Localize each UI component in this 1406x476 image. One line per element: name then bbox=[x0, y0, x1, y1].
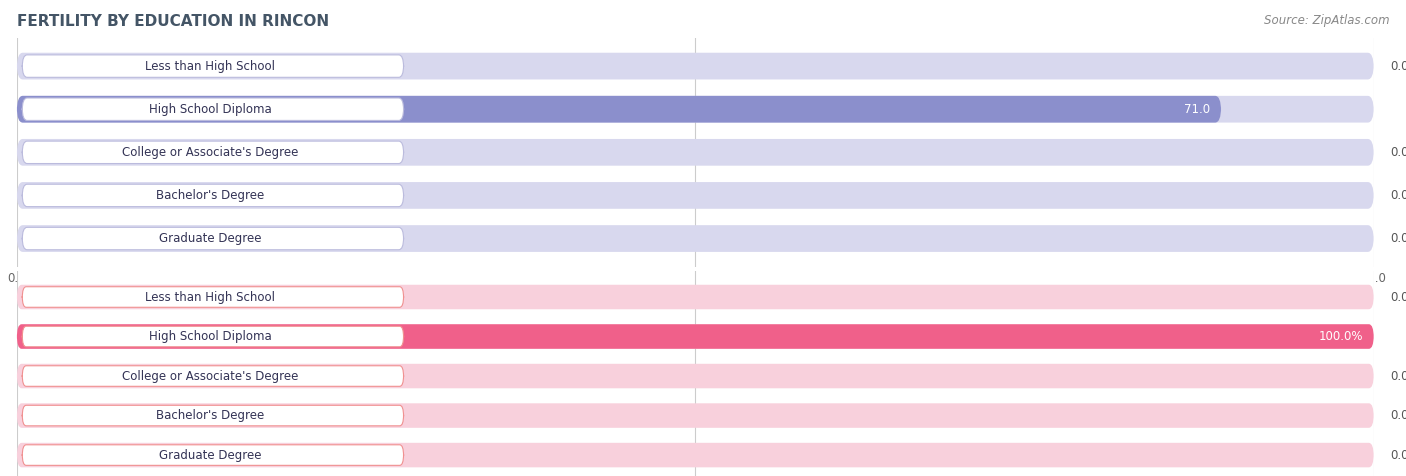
Text: 0.0%: 0.0% bbox=[1391, 448, 1406, 462]
FancyBboxPatch shape bbox=[17, 53, 1374, 79]
FancyBboxPatch shape bbox=[17, 443, 1374, 467]
Text: Less than High School: Less than High School bbox=[145, 290, 276, 304]
FancyBboxPatch shape bbox=[22, 326, 404, 347]
FancyBboxPatch shape bbox=[22, 445, 404, 466]
FancyBboxPatch shape bbox=[17, 324, 1374, 349]
Text: 71.0: 71.0 bbox=[1184, 103, 1211, 116]
Text: 0.0%: 0.0% bbox=[1391, 290, 1406, 304]
Text: Bachelor's Degree: Bachelor's Degree bbox=[156, 409, 264, 422]
FancyBboxPatch shape bbox=[17, 139, 1374, 166]
Text: 0.0%: 0.0% bbox=[1391, 409, 1406, 422]
Text: Graduate Degree: Graduate Degree bbox=[159, 448, 262, 462]
FancyBboxPatch shape bbox=[17, 364, 1374, 388]
Text: 0.0: 0.0 bbox=[1391, 60, 1406, 73]
Text: Source: ZipAtlas.com: Source: ZipAtlas.com bbox=[1264, 14, 1389, 27]
FancyBboxPatch shape bbox=[22, 366, 404, 387]
FancyBboxPatch shape bbox=[22, 141, 404, 164]
Text: Less than High School: Less than High School bbox=[145, 60, 276, 73]
Text: Bachelor's Degree: Bachelor's Degree bbox=[156, 189, 264, 202]
FancyBboxPatch shape bbox=[17, 403, 1374, 428]
FancyBboxPatch shape bbox=[22, 287, 404, 307]
Text: Graduate Degree: Graduate Degree bbox=[159, 232, 262, 245]
Text: 0.0: 0.0 bbox=[1391, 146, 1406, 159]
Text: College or Associate's Degree: College or Associate's Degree bbox=[122, 146, 298, 159]
Text: FERTILITY BY EDUCATION IN RINCON: FERTILITY BY EDUCATION IN RINCON bbox=[17, 14, 329, 30]
FancyBboxPatch shape bbox=[17, 285, 1374, 309]
FancyBboxPatch shape bbox=[22, 98, 404, 120]
FancyBboxPatch shape bbox=[17, 225, 1374, 252]
FancyBboxPatch shape bbox=[22, 184, 404, 207]
FancyBboxPatch shape bbox=[17, 96, 1374, 123]
FancyBboxPatch shape bbox=[22, 228, 404, 250]
FancyBboxPatch shape bbox=[22, 55, 404, 77]
Text: 0.0: 0.0 bbox=[1391, 189, 1406, 202]
FancyBboxPatch shape bbox=[17, 324, 1374, 349]
Text: 100.0%: 100.0% bbox=[1319, 330, 1362, 343]
FancyBboxPatch shape bbox=[17, 96, 1220, 123]
Text: 0.0%: 0.0% bbox=[1391, 369, 1406, 383]
FancyBboxPatch shape bbox=[22, 405, 404, 426]
Text: High School Diploma: High School Diploma bbox=[149, 330, 271, 343]
Text: 0.0: 0.0 bbox=[1391, 232, 1406, 245]
FancyBboxPatch shape bbox=[17, 182, 1374, 209]
Text: High School Diploma: High School Diploma bbox=[149, 103, 271, 116]
Text: College or Associate's Degree: College or Associate's Degree bbox=[122, 369, 298, 383]
